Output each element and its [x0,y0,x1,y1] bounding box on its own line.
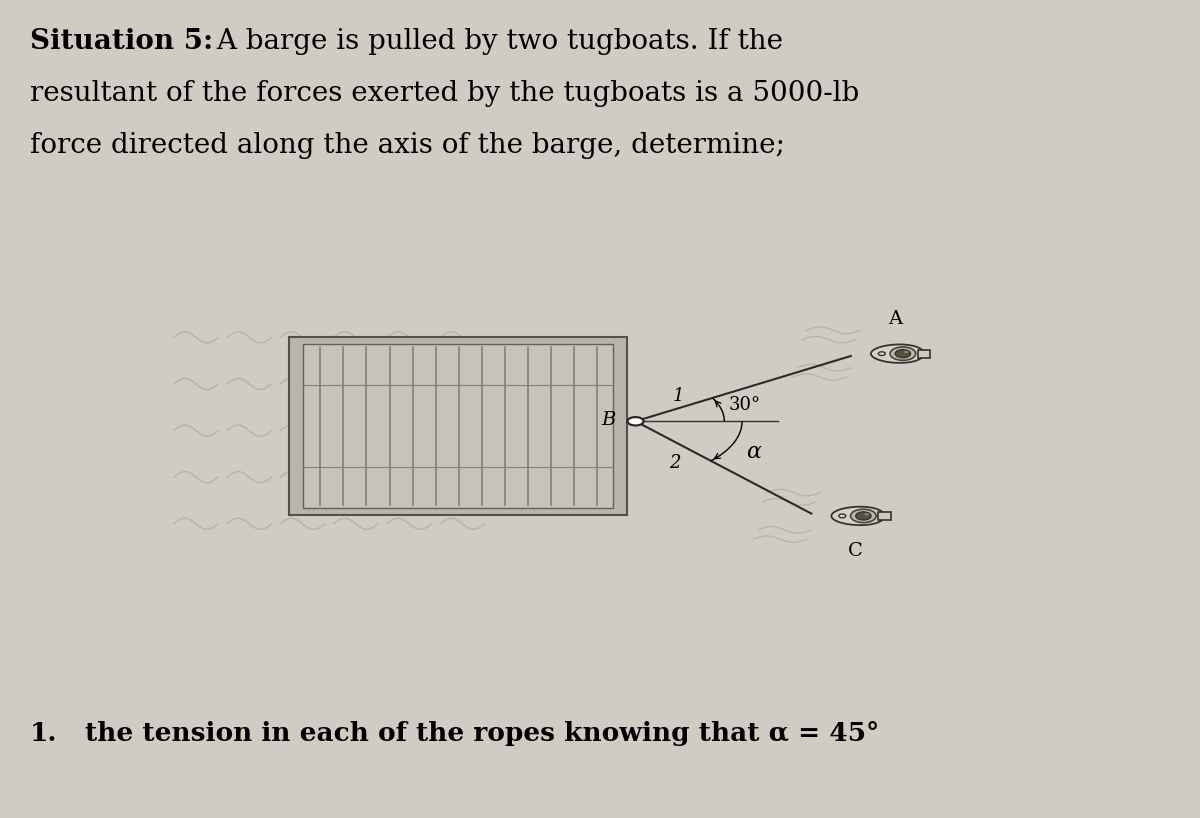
Text: resultant of the forces exerted by the tugboats is a 5000-lb: resultant of the forces exerted by the t… [30,80,859,107]
Text: 1: 1 [672,387,684,405]
Text: α: α [746,441,762,462]
Circle shape [851,509,876,523]
Text: B: B [601,411,616,429]
Polygon shape [871,344,924,363]
Text: 30°: 30° [728,396,761,414]
Circle shape [890,347,916,361]
Text: Situation 5:: Situation 5: [30,28,214,55]
Circle shape [839,514,846,518]
Circle shape [895,349,911,357]
Bar [878,512,890,520]
Circle shape [856,512,871,520]
Text: 2: 2 [670,454,680,472]
Text: force directed along the axis of the barge, determine;: force directed along the axis of the bar… [30,132,785,159]
Text: 1.: 1. [30,721,58,746]
Bar [289,337,626,515]
Polygon shape [832,506,884,525]
Circle shape [864,513,869,515]
Bar [302,344,613,507]
Text: the tension in each of the ropes knowing that α = 45°: the tension in each of the ropes knowing… [85,721,880,746]
Circle shape [628,417,643,425]
Text: A barge is pulled by two tugboats. If the: A barge is pulled by two tugboats. If th… [208,28,784,55]
Text: A: A [888,310,902,328]
Circle shape [904,351,908,353]
Bar [918,349,930,357]
Text: C: C [848,542,863,560]
Circle shape [878,352,886,356]
